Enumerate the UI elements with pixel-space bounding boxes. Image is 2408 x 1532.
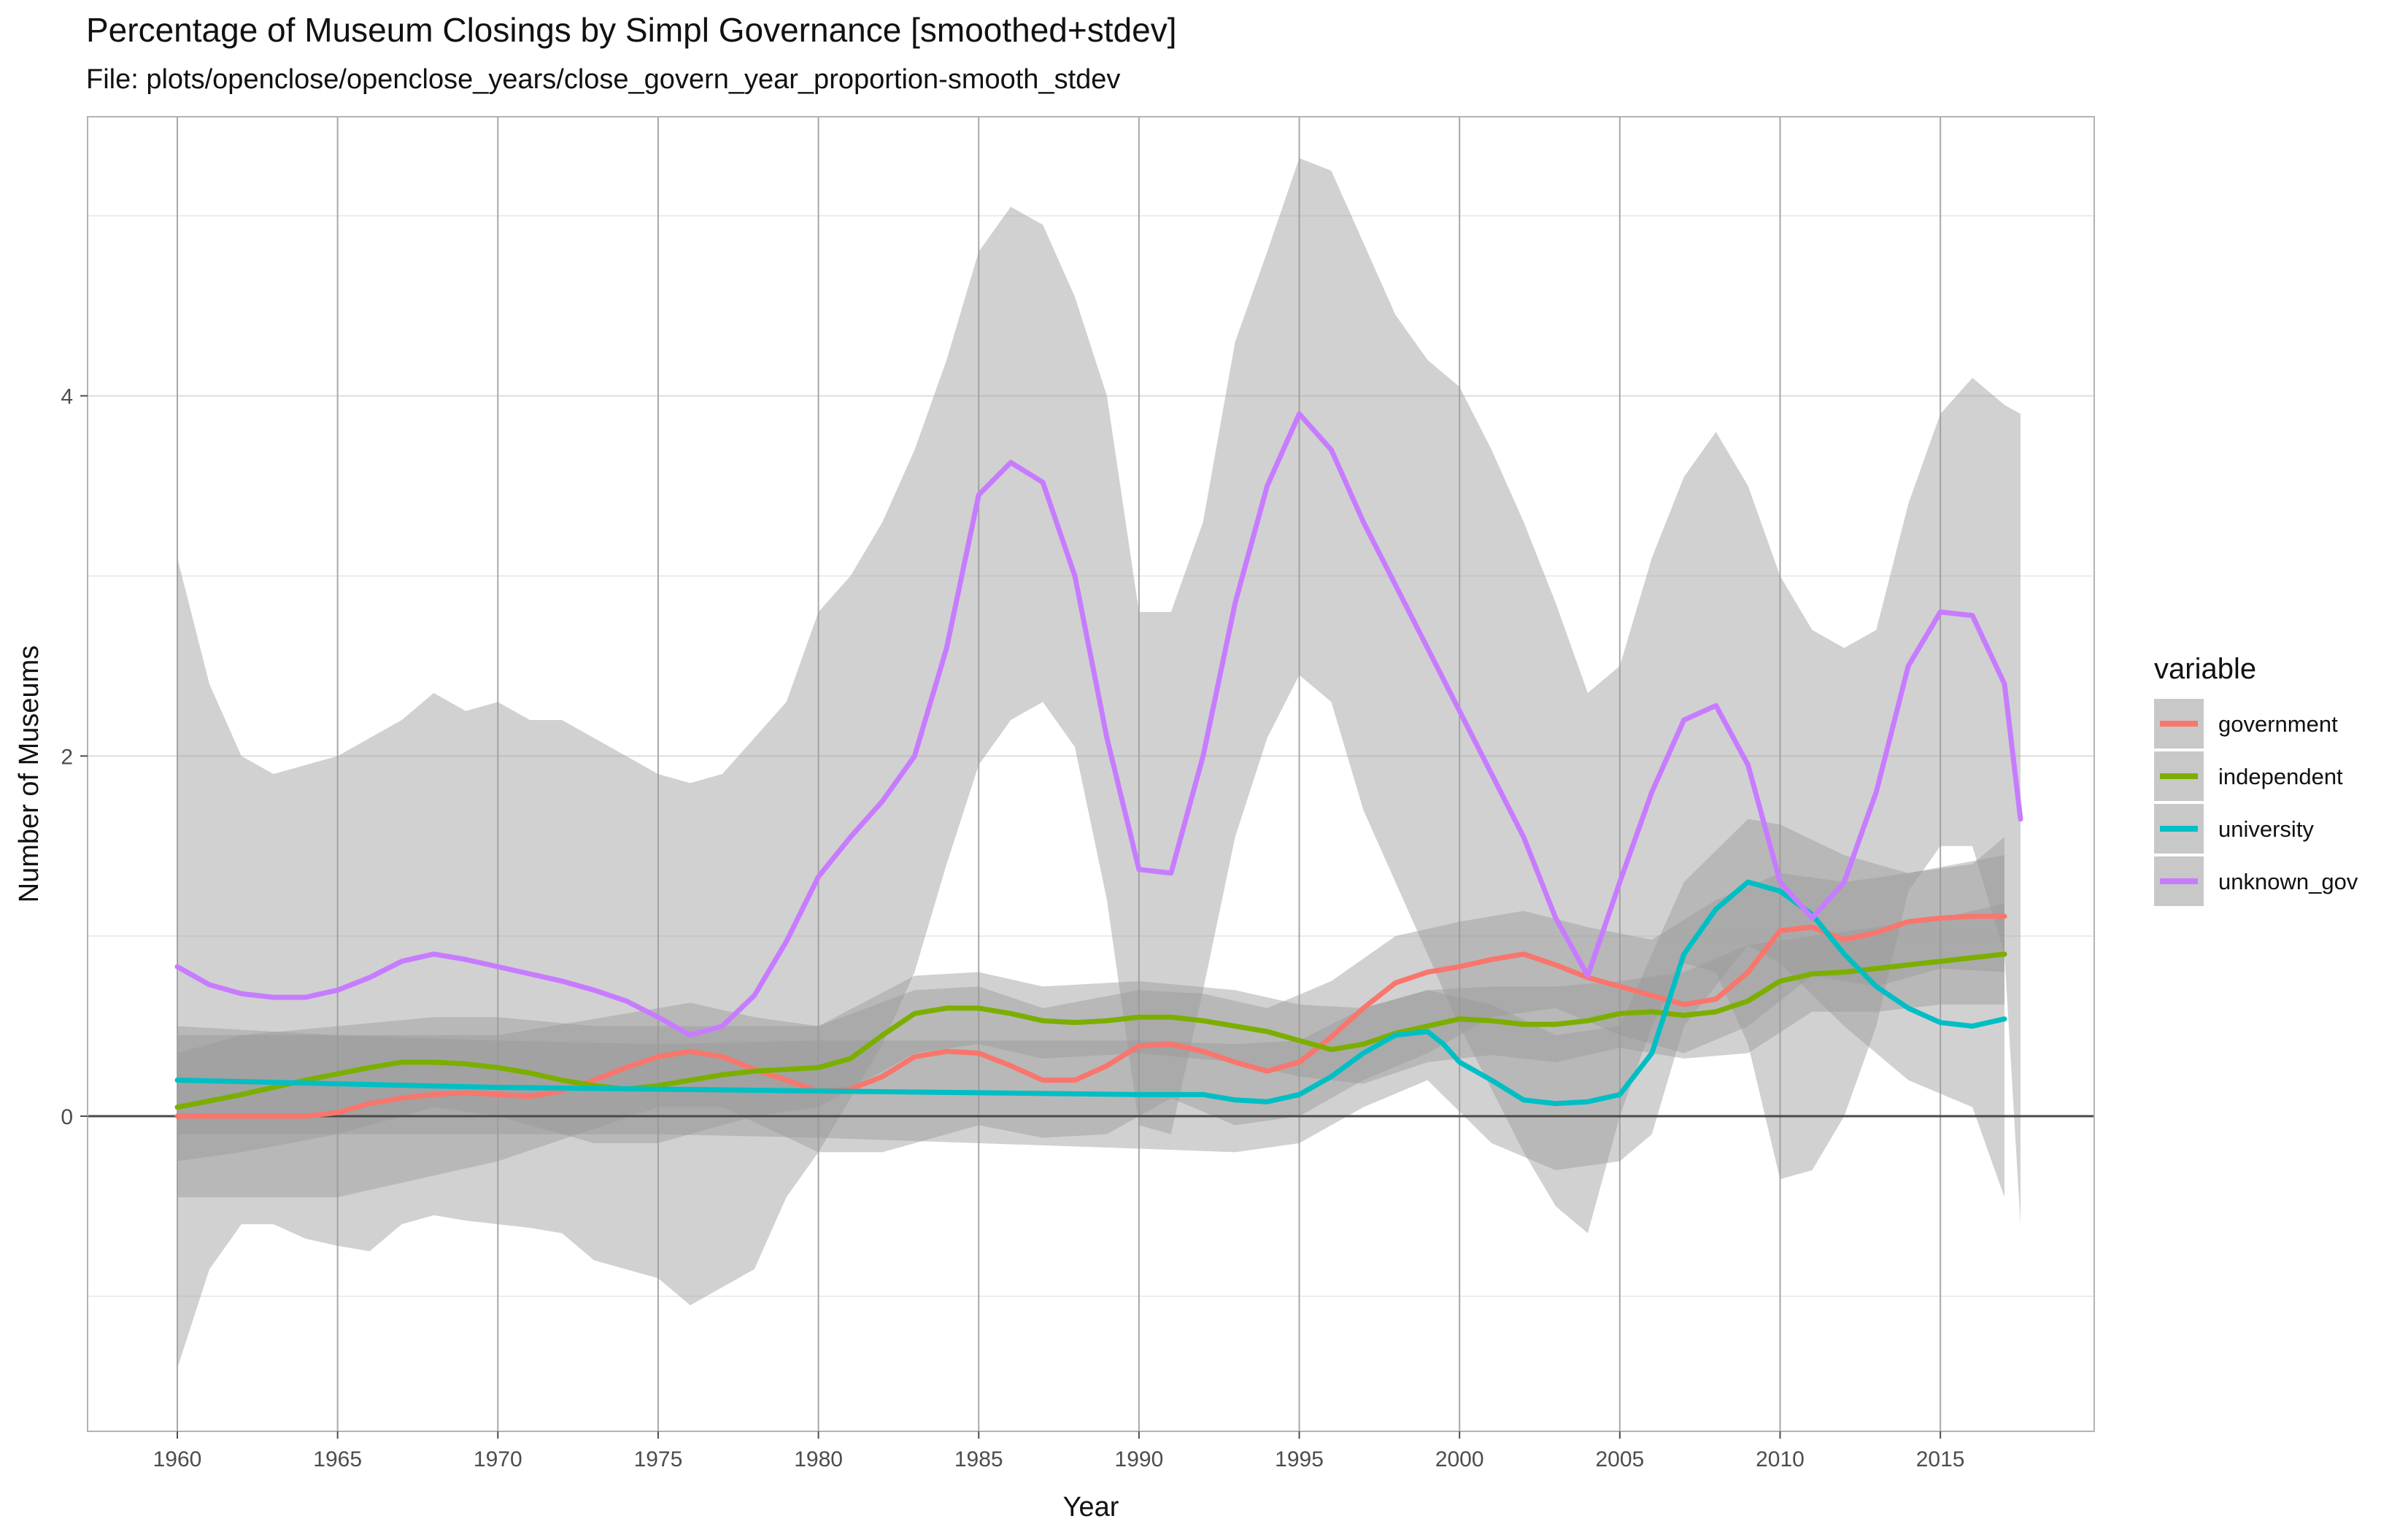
x-tick-label: 1965 [313,1447,362,1471]
x-tick-label: 2000 [1435,1447,1484,1471]
legend: variable government independent university… [2154,653,2358,906]
legend-label-unknown_gov: unknown_gov [2218,869,2358,894]
stdev-band-independent [177,903,2004,1161]
series-line-university [174,879,2007,1107]
x-tick-label: 1960 [153,1447,202,1471]
x-tick-label: 1980 [794,1447,843,1471]
stdev-band-unknown_gov [177,158,2021,1369]
series-line-government [174,913,2007,1119]
y-tick-label: 2 [61,745,73,769]
y-tick-label: 0 [61,1105,73,1129]
x-axis-title: Year [1063,1492,1119,1523]
chart-title: Percentage of Museum Closings by Simpl G… [86,11,1177,49]
panel-border [87,116,2095,1432]
x-tick-label: 1985 [954,1447,1003,1471]
y-tick-label: 4 [61,385,73,409]
legend-label-independent: independent [2218,764,2343,789]
x-tick-label: 1990 [1115,1447,1164,1471]
x-tick-label: 1995 [1275,1447,1324,1471]
chart-subtitle: File: plots/openclose/openclose_years/cl… [86,64,1121,95]
series-line-layer [174,411,2023,1119]
series-line-independent [174,951,2007,1110]
stdev-band-government [177,855,2004,1198]
x-tick-label: 2015 [1916,1447,1965,1471]
y-axis-title: Number of Museums [14,646,45,903]
x-tick-label: 1970 [474,1447,522,1471]
series-line-unknown_gov [174,411,2023,1038]
x-tick-label: 2005 [1595,1447,1644,1471]
x-tick-label: 2010 [1756,1447,1805,1471]
tick-label-layer: 1960 1965 1970 1975 1980 1985 1990 1995 2000 2005… [61,385,1964,1471]
legend-title: variable [2154,653,2256,685]
stdev-band-layer [177,158,2021,1369]
legend-label-government: government [2218,711,2338,737]
legend-items: government independent university unknown_g… [2154,699,2358,906]
x-tick-label: 1975 [634,1447,683,1471]
legend-label-university: university [2218,816,2314,842]
